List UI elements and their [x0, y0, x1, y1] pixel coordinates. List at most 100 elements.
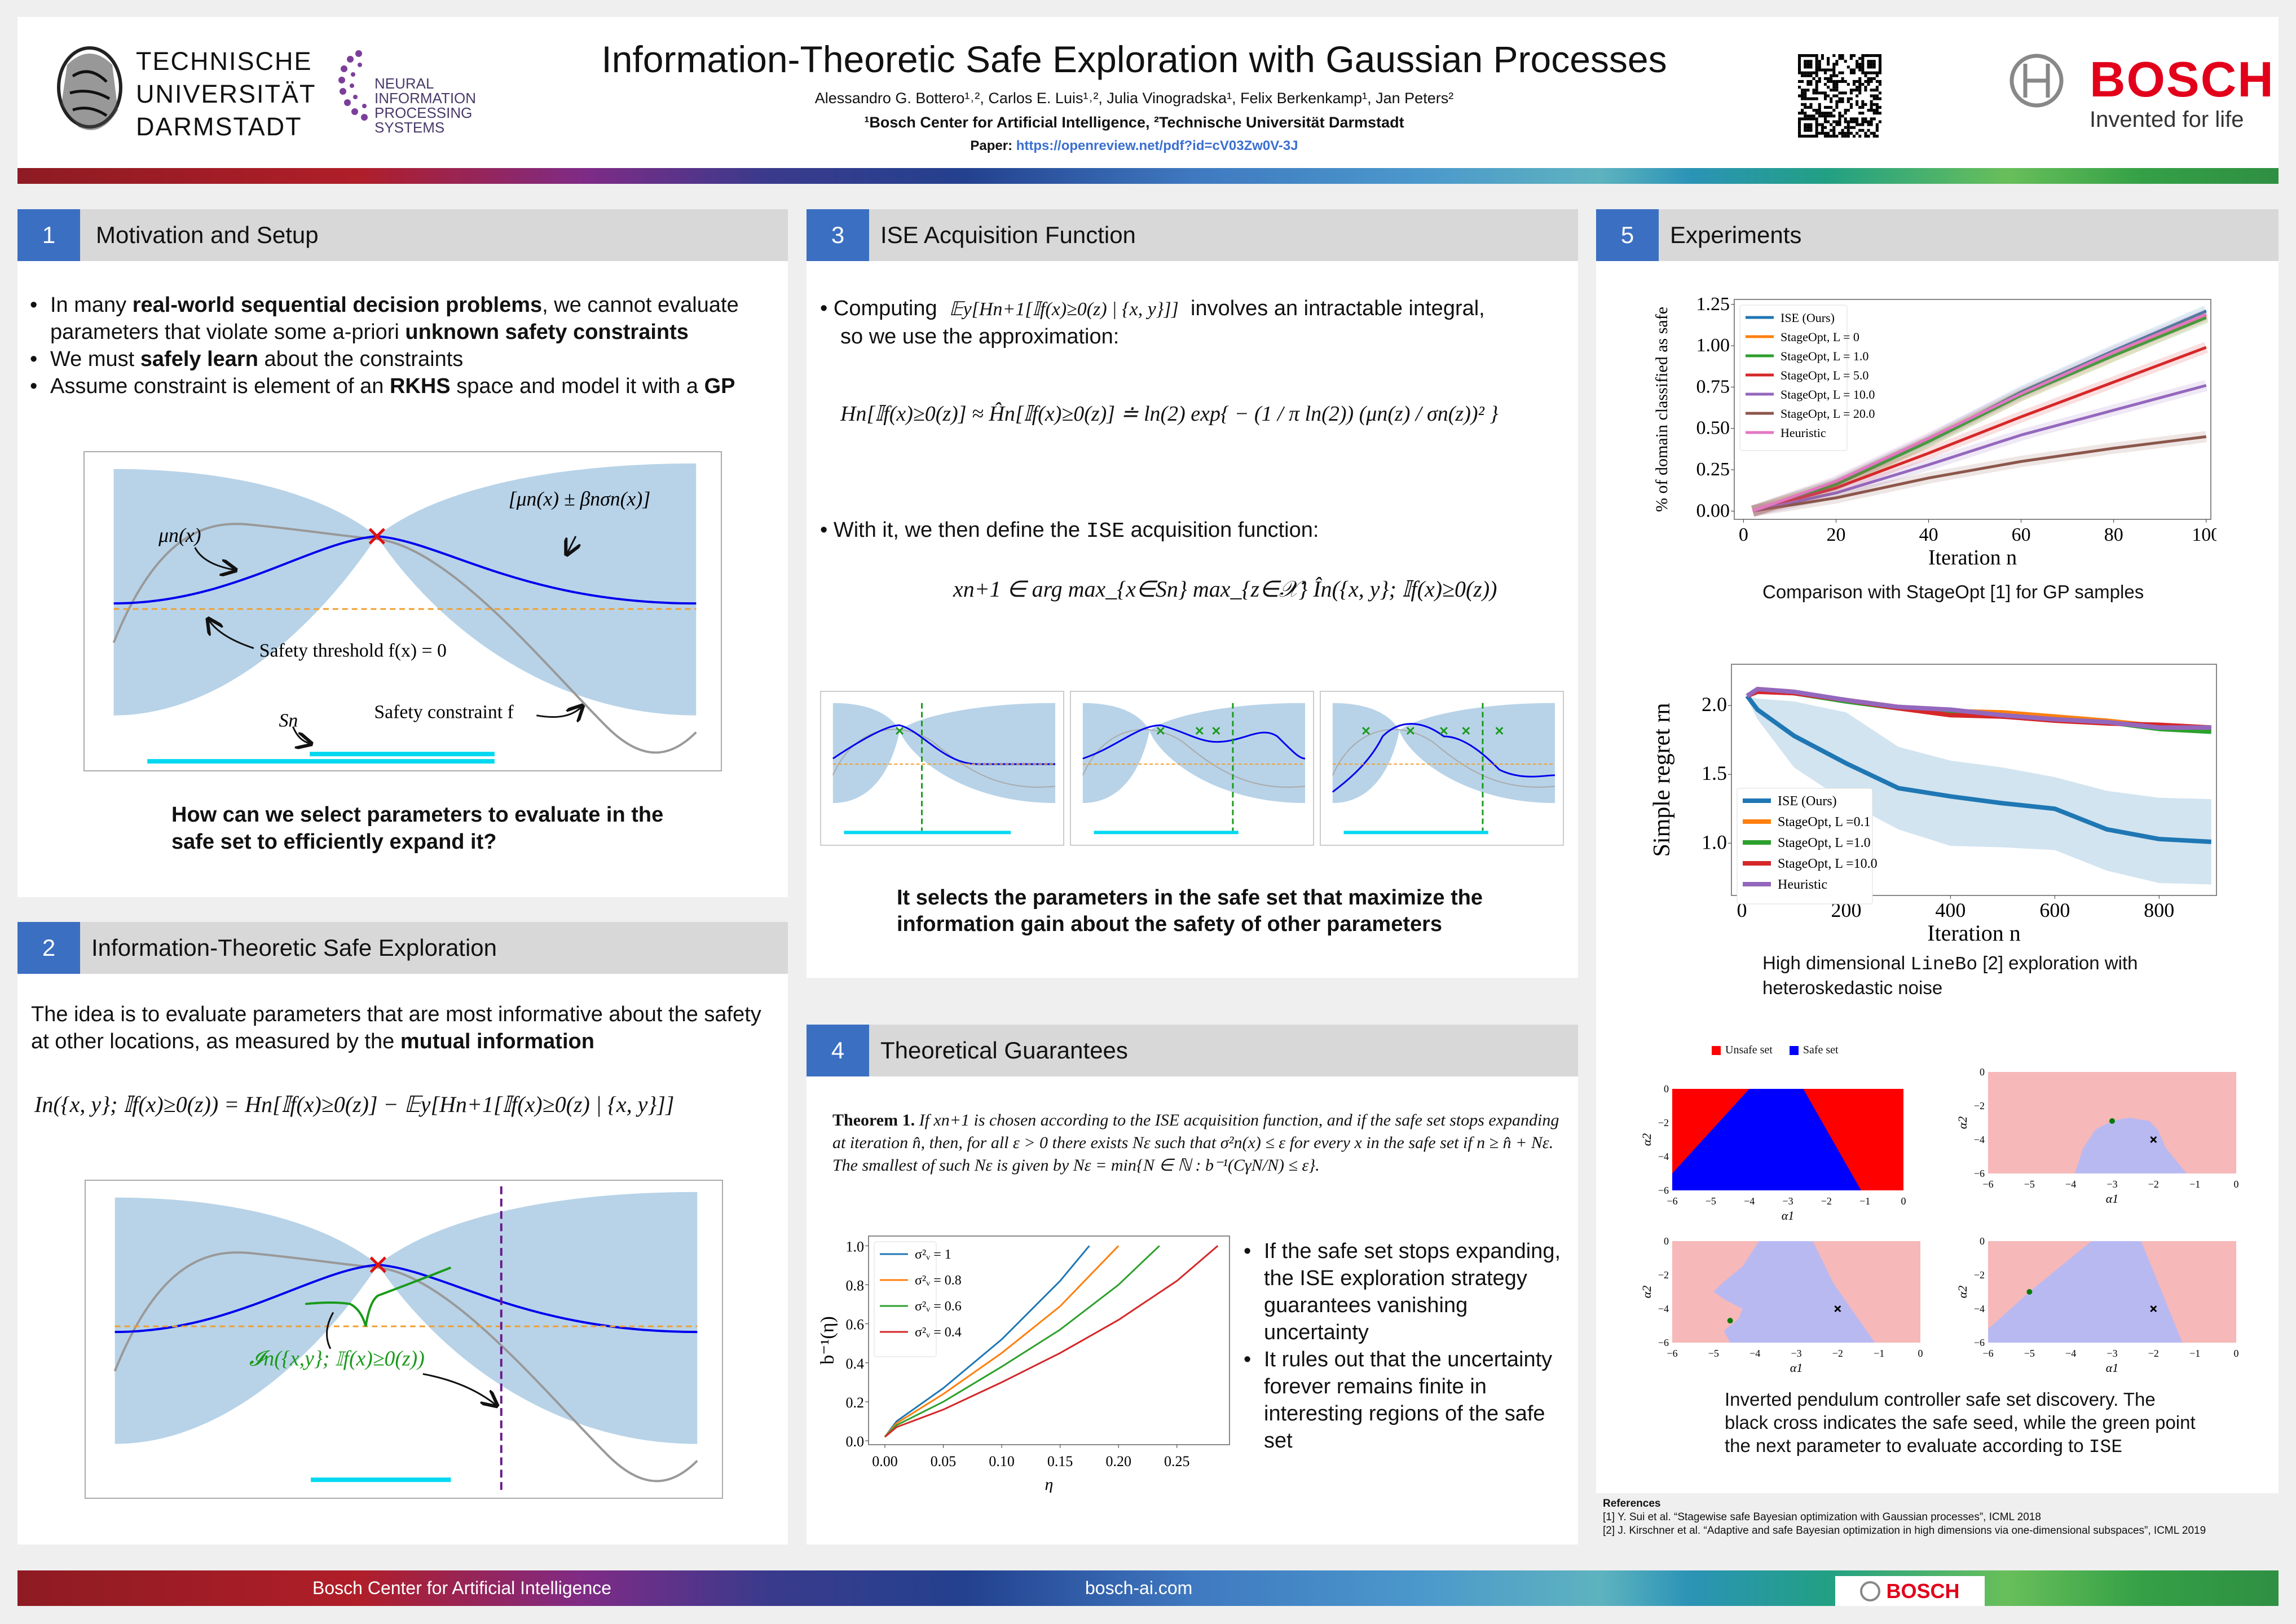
legend-label: ISE (Ours) — [1778, 794, 1837, 809]
bullet-item: Assume constraint is element of an RKHS … — [30, 373, 774, 400]
motivation-question: How can we select parameters to evaluate… — [171, 803, 664, 854]
y-tick-label: −6 — [1974, 1168, 1985, 1179]
y-tick-label: −2 — [1658, 1269, 1669, 1281]
pendulum-legend: Unsafe set Safe set — [1712, 1044, 1839, 1057]
legend-label: StageOpt, L =1.0 — [1778, 836, 1871, 850]
paper-link[interactable]: https://openreview.net/pdf?id=cV03Zw0V-3… — [1016, 138, 1298, 153]
x-tick-label: 0 — [1901, 1195, 1906, 1207]
tu-logo-line: TECHNISCHE — [136, 47, 312, 76]
series-line — [884, 1245, 1120, 1438]
x-tick-label: −6 — [1982, 1348, 1993, 1359]
nips-logo-line: INFORMATION — [374, 90, 477, 107]
constraint-label: Safety constraint f — [374, 702, 514, 723]
reference-item: [2] J. Kirschner et al. “Adaptive and sa… — [1603, 1525, 2206, 1537]
series-line — [1745, 694, 2211, 844]
section-title: Experiments — [1670, 222, 1802, 248]
legend-label: Heuristic — [1778, 877, 1827, 892]
y-axis-label: b⁻¹(η) — [818, 1316, 838, 1365]
x-tick-label: −3 — [2106, 1348, 2117, 1359]
y-axis-label: α2 — [1955, 1286, 1969, 1299]
x-tick-label: −5 — [2024, 1179, 2035, 1190]
neurips-logo: NEURAL INFORMATION PROCESSING SYSTEMS — [374, 76, 476, 135]
safe-set-bar — [311, 1477, 451, 1482]
footer-website[interactable]: bosch-ai.com — [1085, 1578, 1193, 1598]
x-axis-label: α1 — [2106, 1361, 2119, 1375]
x-tick-label: 0.00 — [872, 1453, 898, 1469]
acquisition-examples — [820, 691, 1565, 846]
pendulum-panels: Unsafe set Safe set −6 −5 −4 −3 −2 −1 0 0 −2 −4 −6 α1… — [1638, 1044, 2259, 1388]
x-tick-label: 800 — [2144, 899, 2174, 921]
confidence-band — [1332, 703, 1555, 804]
y-axis-label: α2 — [1640, 1286, 1654, 1299]
tu-logo-line: DARMSTADT — [136, 112, 302, 141]
series-line — [884, 1245, 1160, 1438]
x-tick-label: −1 — [1859, 1195, 1870, 1207]
safe-set-label: Sn — [279, 710, 298, 731]
series-line — [1746, 686, 2211, 730]
y-tick-label: 0.8 — [846, 1277, 865, 1294]
y-tick-label: 0.6 — [846, 1317, 865, 1333]
x-tick-label: −4 — [2065, 1179, 2076, 1190]
true-constraint-curve — [1332, 729, 1555, 788]
legend-label: StageOpt, L =0.1 — [1778, 815, 1871, 829]
y-tick-label: −4 — [1974, 1134, 1985, 1145]
section-experiments: 5 Experiments 0 20 40 60 80 100 0.00 0.25 0.50 0.7… — [1596, 209, 2279, 1493]
nips-logo-line: NEURAL — [374, 75, 434, 92]
observation-cross-icon — [1495, 727, 1504, 735]
legend-item: Safe set — [1789, 1044, 1839, 1057]
y-axis-label: % of domain classified as safe — [1652, 307, 1671, 512]
guarantee-bullets: If the safe set stops expanding, the ISE… — [1244, 1238, 1571, 1454]
section-acquisition: 3 ISE Acquisition Function • Computing 𝔼y… — [807, 209, 1578, 978]
next-parameter-point — [2109, 1118, 2115, 1124]
section-number: 5 — [1596, 209, 1659, 261]
safe-set-bar — [310, 752, 495, 757]
section-number: 2 — [17, 922, 80, 974]
y-tick-label: 0.50 — [1696, 418, 1730, 439]
acquisition-example-plot — [1320, 691, 1564, 846]
affiliations: ¹Bosch Center for Artificial Intelligenc… — [864, 114, 1404, 131]
legend-label: StageOpt, L = 1.0 — [1781, 349, 1868, 363]
pendulum-panel: −6 −5 −4 −3 −2 −1 0 0 −2 −4 −6 α1 α2 — [1955, 1235, 2239, 1375]
section-number: 1 — [17, 209, 80, 261]
x-tick-label: 0 — [1918, 1348, 1923, 1359]
bosch-armature-icon — [1860, 1581, 1881, 1601]
safe-set-bar — [1094, 831, 1239, 835]
legend-label: StageOpt, L = 5.0 — [1781, 368, 1868, 382]
y-tick-label: −2 — [1658, 1117, 1669, 1128]
legend-label: σ²ᵥ = 0.4 — [915, 1325, 962, 1340]
x-tick-label: 0 — [1739, 524, 1748, 545]
x-tick-label: 0.10 — [989, 1453, 1015, 1469]
x-tick-label: −4 — [2065, 1348, 2076, 1359]
bullet-item: We must safely learn about the constrain… — [30, 346, 774, 373]
y-tick-label: 0.25 — [1696, 459, 1730, 480]
qr-code-icon[interactable] — [1798, 54, 1881, 138]
observation-cross-icon — [1195, 727, 1204, 735]
x-tick-label: −3 — [1791, 1348, 1801, 1359]
acquisition-example-plot — [820, 691, 1064, 846]
information-gain-illustration: 𝓘n({x,y}; 𝕀f(x)≥0(z)) — [85, 1180, 723, 1499]
y-tick-label: 1.25 — [1696, 294, 1730, 315]
y-tick-label: 0 — [1664, 1083, 1669, 1095]
series-line — [1752, 313, 2207, 513]
x-tick-label: −3 — [1782, 1195, 1793, 1207]
y-tick-label: −6 — [1658, 1185, 1669, 1196]
gp-mean-curve — [832, 724, 1056, 765]
legend-label: ISE (Ours) — [1781, 311, 1835, 325]
section-title: Information-Theoretic Safe Exploration — [91, 934, 497, 961]
y-tick-label: −4 — [1658, 1151, 1669, 1162]
x-tick-label: −6 — [1667, 1195, 1677, 1207]
x-tick-label: 20 — [1826, 524, 1845, 545]
safe-seed-cross-icon — [2150, 1305, 2157, 1313]
bosch-armature-icon — [2009, 54, 2064, 108]
x-axis-label: η — [1045, 1475, 1054, 1493]
x-tick-label: 0.05 — [931, 1453, 957, 1469]
x-tick-label: 400 — [1935, 899, 1966, 921]
y-tick-label: −6 — [1974, 1337, 1985, 1348]
safe-region — [1713, 1241, 1875, 1343]
legend-label: StageOpt, L = 10.0 — [1781, 387, 1875, 401]
true-constraint-curve — [832, 729, 1056, 788]
y-tick-label: −4 — [1658, 1303, 1669, 1314]
x-axis-label: α1 — [1782, 1208, 1795, 1223]
y-tick-label: 0 — [1664, 1235, 1669, 1247]
x-tick-label: 0 — [2234, 1348, 2239, 1359]
